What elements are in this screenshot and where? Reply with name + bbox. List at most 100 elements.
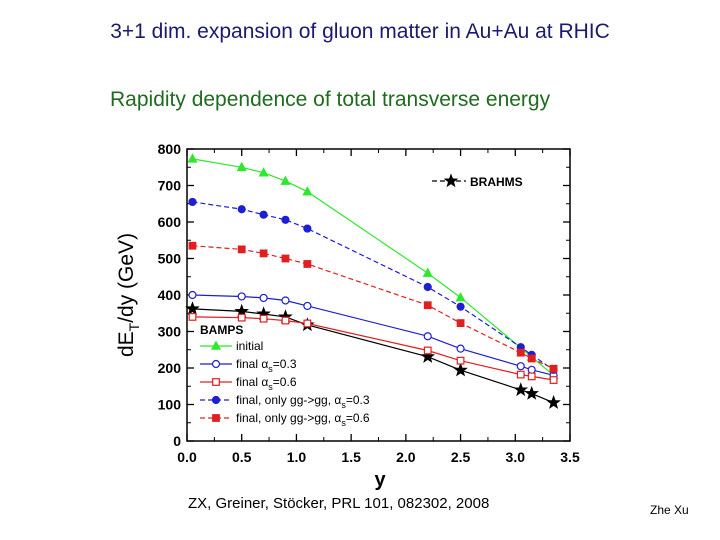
data-point bbox=[259, 314, 268, 323]
x-tick-label: 0.0 bbox=[177, 449, 197, 465]
data-point bbox=[456, 319, 465, 328]
data-point bbox=[549, 376, 558, 384]
x-tick-label: 2.5 bbox=[451, 449, 471, 465]
x-tick-label: 2.0 bbox=[396, 449, 416, 465]
data-point bbox=[549, 364, 558, 373]
data-point bbox=[513, 382, 529, 397]
data-point bbox=[188, 290, 197, 300]
data-point bbox=[259, 249, 268, 258]
series-line bbox=[192, 294, 554, 376]
data-point bbox=[420, 349, 436, 363]
series-final-only-gg-gg-s-0-3 bbox=[188, 197, 558, 374]
y-tick-label: 200 bbox=[158, 360, 182, 376]
x-tick-label: 3.5 bbox=[560, 449, 580, 465]
data-point bbox=[527, 372, 536, 381]
series-line bbox=[192, 316, 554, 381]
series-line bbox=[192, 201, 554, 371]
legend-marker bbox=[211, 395, 221, 405]
data-point bbox=[527, 354, 536, 363]
data-point bbox=[281, 316, 290, 325]
data-point bbox=[546, 395, 561, 409]
data-point bbox=[456, 344, 465, 353]
legend-label: initial bbox=[236, 339, 263, 353]
legend-label: final αs=0.3 bbox=[236, 357, 297, 374]
data-point bbox=[237, 292, 246, 301]
data-point bbox=[524, 385, 539, 400]
data-point bbox=[423, 282, 432, 292]
data-point bbox=[236, 161, 247, 172]
y-tick-label: 500 bbox=[158, 251, 182, 267]
data-point bbox=[188, 313, 197, 321]
y-axis-label-main: dE bbox=[115, 331, 138, 357]
y-tick-label: 800 bbox=[158, 141, 182, 157]
y-tick-label: 400 bbox=[158, 287, 182, 303]
series-line bbox=[192, 245, 554, 370]
series-line bbox=[192, 158, 554, 376]
data-point bbox=[423, 332, 432, 341]
data-point bbox=[237, 245, 246, 254]
x-tick-label: 0.5 bbox=[232, 449, 252, 465]
legend-label: final αs=0.6 bbox=[236, 375, 297, 392]
data-point bbox=[281, 215, 290, 224]
data-point bbox=[281, 254, 290, 263]
y-tick-label: 0 bbox=[173, 433, 181, 449]
data-point bbox=[303, 319, 312, 328]
y-tick-label: 300 bbox=[158, 324, 182, 340]
data-point bbox=[423, 301, 432, 310]
data-point bbox=[237, 205, 246, 214]
series-final-s-0-6 bbox=[188, 313, 558, 384]
data-point bbox=[456, 302, 465, 311]
data-point bbox=[423, 346, 432, 355]
data-point bbox=[259, 293, 268, 303]
data-point bbox=[422, 267, 433, 277]
legend-label: final, only gg->gg, αs=0.3 bbox=[236, 393, 370, 410]
author-name: Zhe Xu bbox=[650, 503, 689, 517]
data-point bbox=[516, 348, 525, 357]
y-tick-label: 600 bbox=[158, 214, 182, 230]
slide-title: 3+1 dim. expansion of gluon matter in Au… bbox=[110, 20, 610, 43]
data-point bbox=[280, 175, 291, 185]
series-final-only-gg-gg-s-0-6 bbox=[188, 241, 558, 373]
y-axis-label: dET/dy (GeV) bbox=[115, 233, 142, 357]
data-point bbox=[185, 301, 200, 316]
data-point bbox=[516, 370, 525, 379]
legend-marker bbox=[210, 340, 222, 350]
data-point bbox=[303, 260, 312, 268]
data-point bbox=[303, 301, 312, 311]
legend-marker bbox=[211, 359, 221, 369]
data-point bbox=[237, 313, 246, 322]
series-final-s-0-3 bbox=[188, 290, 558, 380]
data-point bbox=[188, 241, 197, 250]
data-point bbox=[259, 210, 268, 219]
y-tick-label: 700 bbox=[158, 178, 182, 194]
legend-marker bbox=[212, 378, 220, 386]
data-point bbox=[455, 292, 466, 302]
data-point bbox=[187, 153, 198, 163]
data-point bbox=[281, 296, 290, 305]
series-group bbox=[185, 153, 561, 409]
y-axis-label-sub: T bbox=[126, 322, 142, 331]
y-tick-label: 100 bbox=[158, 397, 182, 413]
data-point bbox=[258, 167, 269, 177]
citation: ZX, Greiner, Stöcker, PRL 101, 082302, 2… bbox=[188, 495, 490, 512]
x-tick-label: 1.0 bbox=[287, 449, 307, 465]
y-axis-label-rest: /dy (GeV) bbox=[115, 233, 138, 323]
legend-marker bbox=[212, 414, 220, 422]
x-tick-label: 1.5 bbox=[341, 449, 361, 465]
data-point bbox=[453, 362, 468, 377]
legend-group-label: BAMPS bbox=[200, 323, 243, 337]
legend-label: final, only gg->gg, αs=0.6 bbox=[236, 411, 370, 428]
legend-label: BRAHMS bbox=[470, 175, 523, 189]
slide-subtitle: Rapidity dependence of total transverse … bbox=[110, 88, 551, 111]
data-point bbox=[456, 356, 465, 365]
axis-ticks: 0.0 0.5 1.0 1.5 2.0 2.5 3.0 3.5 0 100 200 300 400 500… bbox=[158, 141, 580, 465]
x-axis-label: y bbox=[374, 469, 386, 491]
legend-marker bbox=[443, 173, 459, 188]
x-tick-label: 3.0 bbox=[506, 449, 526, 465]
data-point bbox=[188, 197, 197, 207]
data-point bbox=[516, 362, 525, 371]
data-point bbox=[303, 224, 312, 233]
data-point bbox=[302, 186, 313, 196]
